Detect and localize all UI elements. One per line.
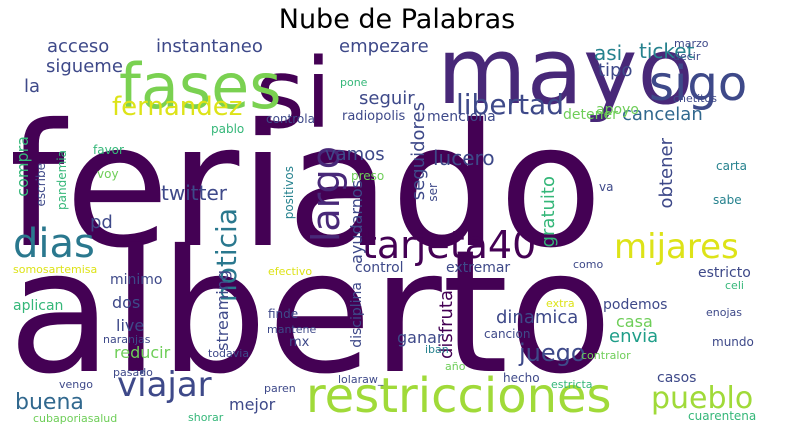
word-como: como: [573, 258, 604, 271]
word-extra: extra: [546, 297, 575, 310]
word-positivos: positivos: [282, 166, 296, 220]
word-iban: iban: [425, 343, 449, 356]
word-lolaraw-: lolaraw_: [338, 373, 384, 386]
word-somosartemisa: somosartemisa: [13, 263, 98, 276]
word-ticket: ticket: [639, 39, 695, 63]
word-buena: buena: [15, 390, 84, 415]
word-decir: decir: [673, 50, 701, 63]
word-pone: pone: [340, 76, 368, 89]
word-live: live: [116, 316, 145, 335]
word-ganar: ganar: [397, 328, 444, 347]
word-sigo: sigo: [649, 56, 748, 112]
word-controla: controla: [266, 112, 315, 126]
word-cuarentena: cuarentena: [688, 409, 757, 423]
word-cancion: cancion: [484, 327, 531, 341]
word-radiopolis: radiopolis: [342, 109, 406, 124]
word-libertad: libertad: [456, 88, 564, 121]
word-empezare: empezare: [339, 38, 429, 57]
word-pasado: pasado: [113, 366, 153, 379]
word-favor: favor: [93, 143, 124, 157]
word-casos: casos: [657, 370, 697, 386]
word-detener: detener: [563, 107, 618, 123]
word-cloud: feriado alberto mayo si fases sigo restriccion…: [13, 38, 783, 425]
word-compra: compra: [13, 136, 32, 197]
word-si: si: [255, 38, 332, 150]
word-cancelan: cancelan: [622, 104, 703, 125]
word-sigueme: sigueme: [46, 56, 123, 77]
word-juego: juego: [519, 339, 586, 367]
word-asi: asi: [594, 41, 623, 65]
word-voy: voy: [97, 167, 119, 181]
word-dinamica: dinamica: [496, 307, 579, 328]
word-podemos: podemos: [603, 297, 668, 313]
word-tarjeta40: tarjeta40: [362, 223, 537, 267]
word-cubaporiasalud: cubaporiasalud: [33, 412, 118, 425]
word-viajar: viajar: [117, 365, 212, 405]
word-vamos: vamos: [325, 144, 385, 165]
word-alberto: alberto: [13, 214, 613, 412]
word-mx: mx: [289, 335, 310, 350]
word-control: control: [355, 260, 404, 276]
word-enojas: enojas: [706, 306, 742, 319]
word-restricciones: restricciones: [306, 368, 612, 424]
word-casa: casa: [616, 312, 653, 331]
word-marzo: marzo: [674, 38, 709, 50]
word-dos: dos: [112, 293, 141, 312]
chart-title: Nube de Palabras: [278, 4, 516, 35]
word-gratuito: gratuito: [538, 176, 559, 248]
word-ayudarnos: ayudarnos: [347, 180, 366, 264]
word-reducir: reducir: [114, 343, 171, 362]
word-mijares: mijares: [614, 227, 739, 267]
word-pablo: pablo: [211, 122, 245, 136]
word-fases: fases: [119, 50, 282, 123]
word-shorar: shorar: [188, 411, 224, 424]
word-preso: preso: [351, 169, 385, 183]
word-fernandez: fernandez: [112, 92, 243, 122]
word-apoyo: apoyo: [596, 102, 639, 118]
word-feriado: feriado: [13, 88, 603, 286]
word-mantene: mantene: [267, 323, 317, 336]
word-carta: carta: [716, 159, 747, 173]
word-vengo: vengo: [59, 378, 93, 391]
word-escribe: escribe: [34, 163, 48, 207]
word-dias: dias: [13, 221, 95, 267]
word-finde: finde: [268, 307, 299, 321]
word-obtener: obtener: [656, 138, 677, 209]
word-mayo: mayo: [437, 38, 694, 125]
word-paren: paren: [264, 382, 296, 395]
word-twitter: twitter: [161, 181, 227, 205]
word-estricta: estricta: [551, 378, 593, 391]
word-seguir: seguir: [359, 88, 415, 109]
word-naranjas: naranjas: [103, 333, 151, 346]
word-aplican: aplican: [13, 298, 64, 314]
word-menciona: menciona: [427, 109, 496, 125]
word-pueblo: pueblo: [651, 381, 754, 416]
word-chetitos: chetitos: [673, 92, 717, 105]
word-envia: envia: [609, 326, 659, 347]
word-tipo: tipo: [598, 60, 633, 81]
word-ser: ser: [426, 183, 440, 202]
word-pandemia: pandemia: [55, 150, 69, 210]
word-pd: pd: [90, 212, 113, 233]
word-celi: celi: [725, 279, 744, 292]
word-disciplina: disciplina: [349, 282, 365, 348]
word-efectivo: efectivo: [268, 265, 313, 278]
word-extremar: extremar: [446, 260, 511, 276]
word-va: va: [599, 180, 614, 194]
word-instantaneo: instantaneo: [156, 38, 263, 57]
word-acceso: acceso: [47, 38, 110, 57]
word-minimo: minimo: [110, 272, 163, 288]
word-mejor: mejor: [229, 395, 276, 414]
word-estricto: estricto: [698, 265, 751, 281]
word-todavia: todavia: [208, 347, 250, 360]
word-a-o: año: [445, 360, 466, 373]
word-streaming: streaming: [213, 270, 232, 351]
word-contralor: contralor: [581, 349, 631, 362]
word-mundo: mundo: [712, 335, 754, 349]
word-hecho: hecho: [503, 371, 540, 385]
word-lucero: lucero: [433, 146, 495, 170]
word-la: la: [24, 76, 41, 97]
word-sabe: sabe: [713, 193, 742, 207]
